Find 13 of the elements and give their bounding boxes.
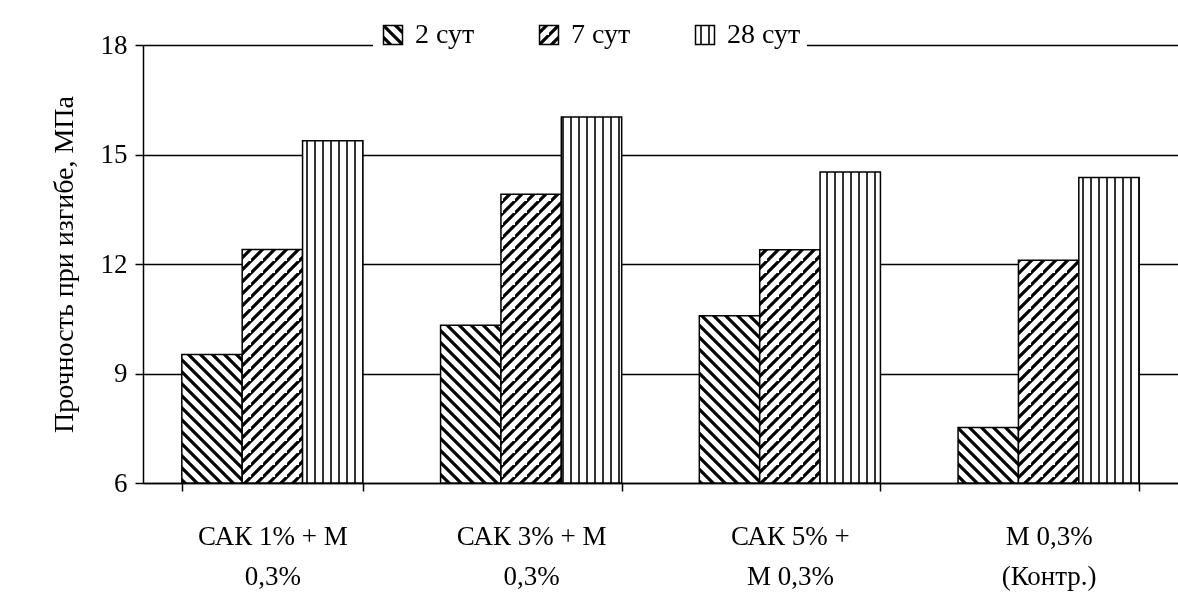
y-tick-label: 9 bbox=[114, 358, 128, 388]
y-axis-title: Прочность при изгибе, МПа bbox=[47, 95, 79, 434]
x-tick-label: М 0,3% (Контр.) bbox=[1001, 520, 1097, 591]
legend-label: 7 сут bbox=[571, 18, 631, 49]
x-tick-label: САК 1% + М 0,3% bbox=[198, 520, 348, 591]
y-tick-label: 18 bbox=[100, 29, 128, 60]
legend-label: 28 сут bbox=[727, 18, 801, 49]
x-tick-label: САК 3% + М 0,3% bbox=[456, 520, 607, 591]
x-tick-label: САК 5% + М 0,3% bbox=[730, 520, 850, 591]
y-tick-label: 6 bbox=[114, 467, 128, 498]
legend-label: 2 сут bbox=[415, 18, 475, 49]
y-tick-label: 12 bbox=[100, 248, 128, 279]
y-tick-label: 15 bbox=[100, 139, 128, 169]
